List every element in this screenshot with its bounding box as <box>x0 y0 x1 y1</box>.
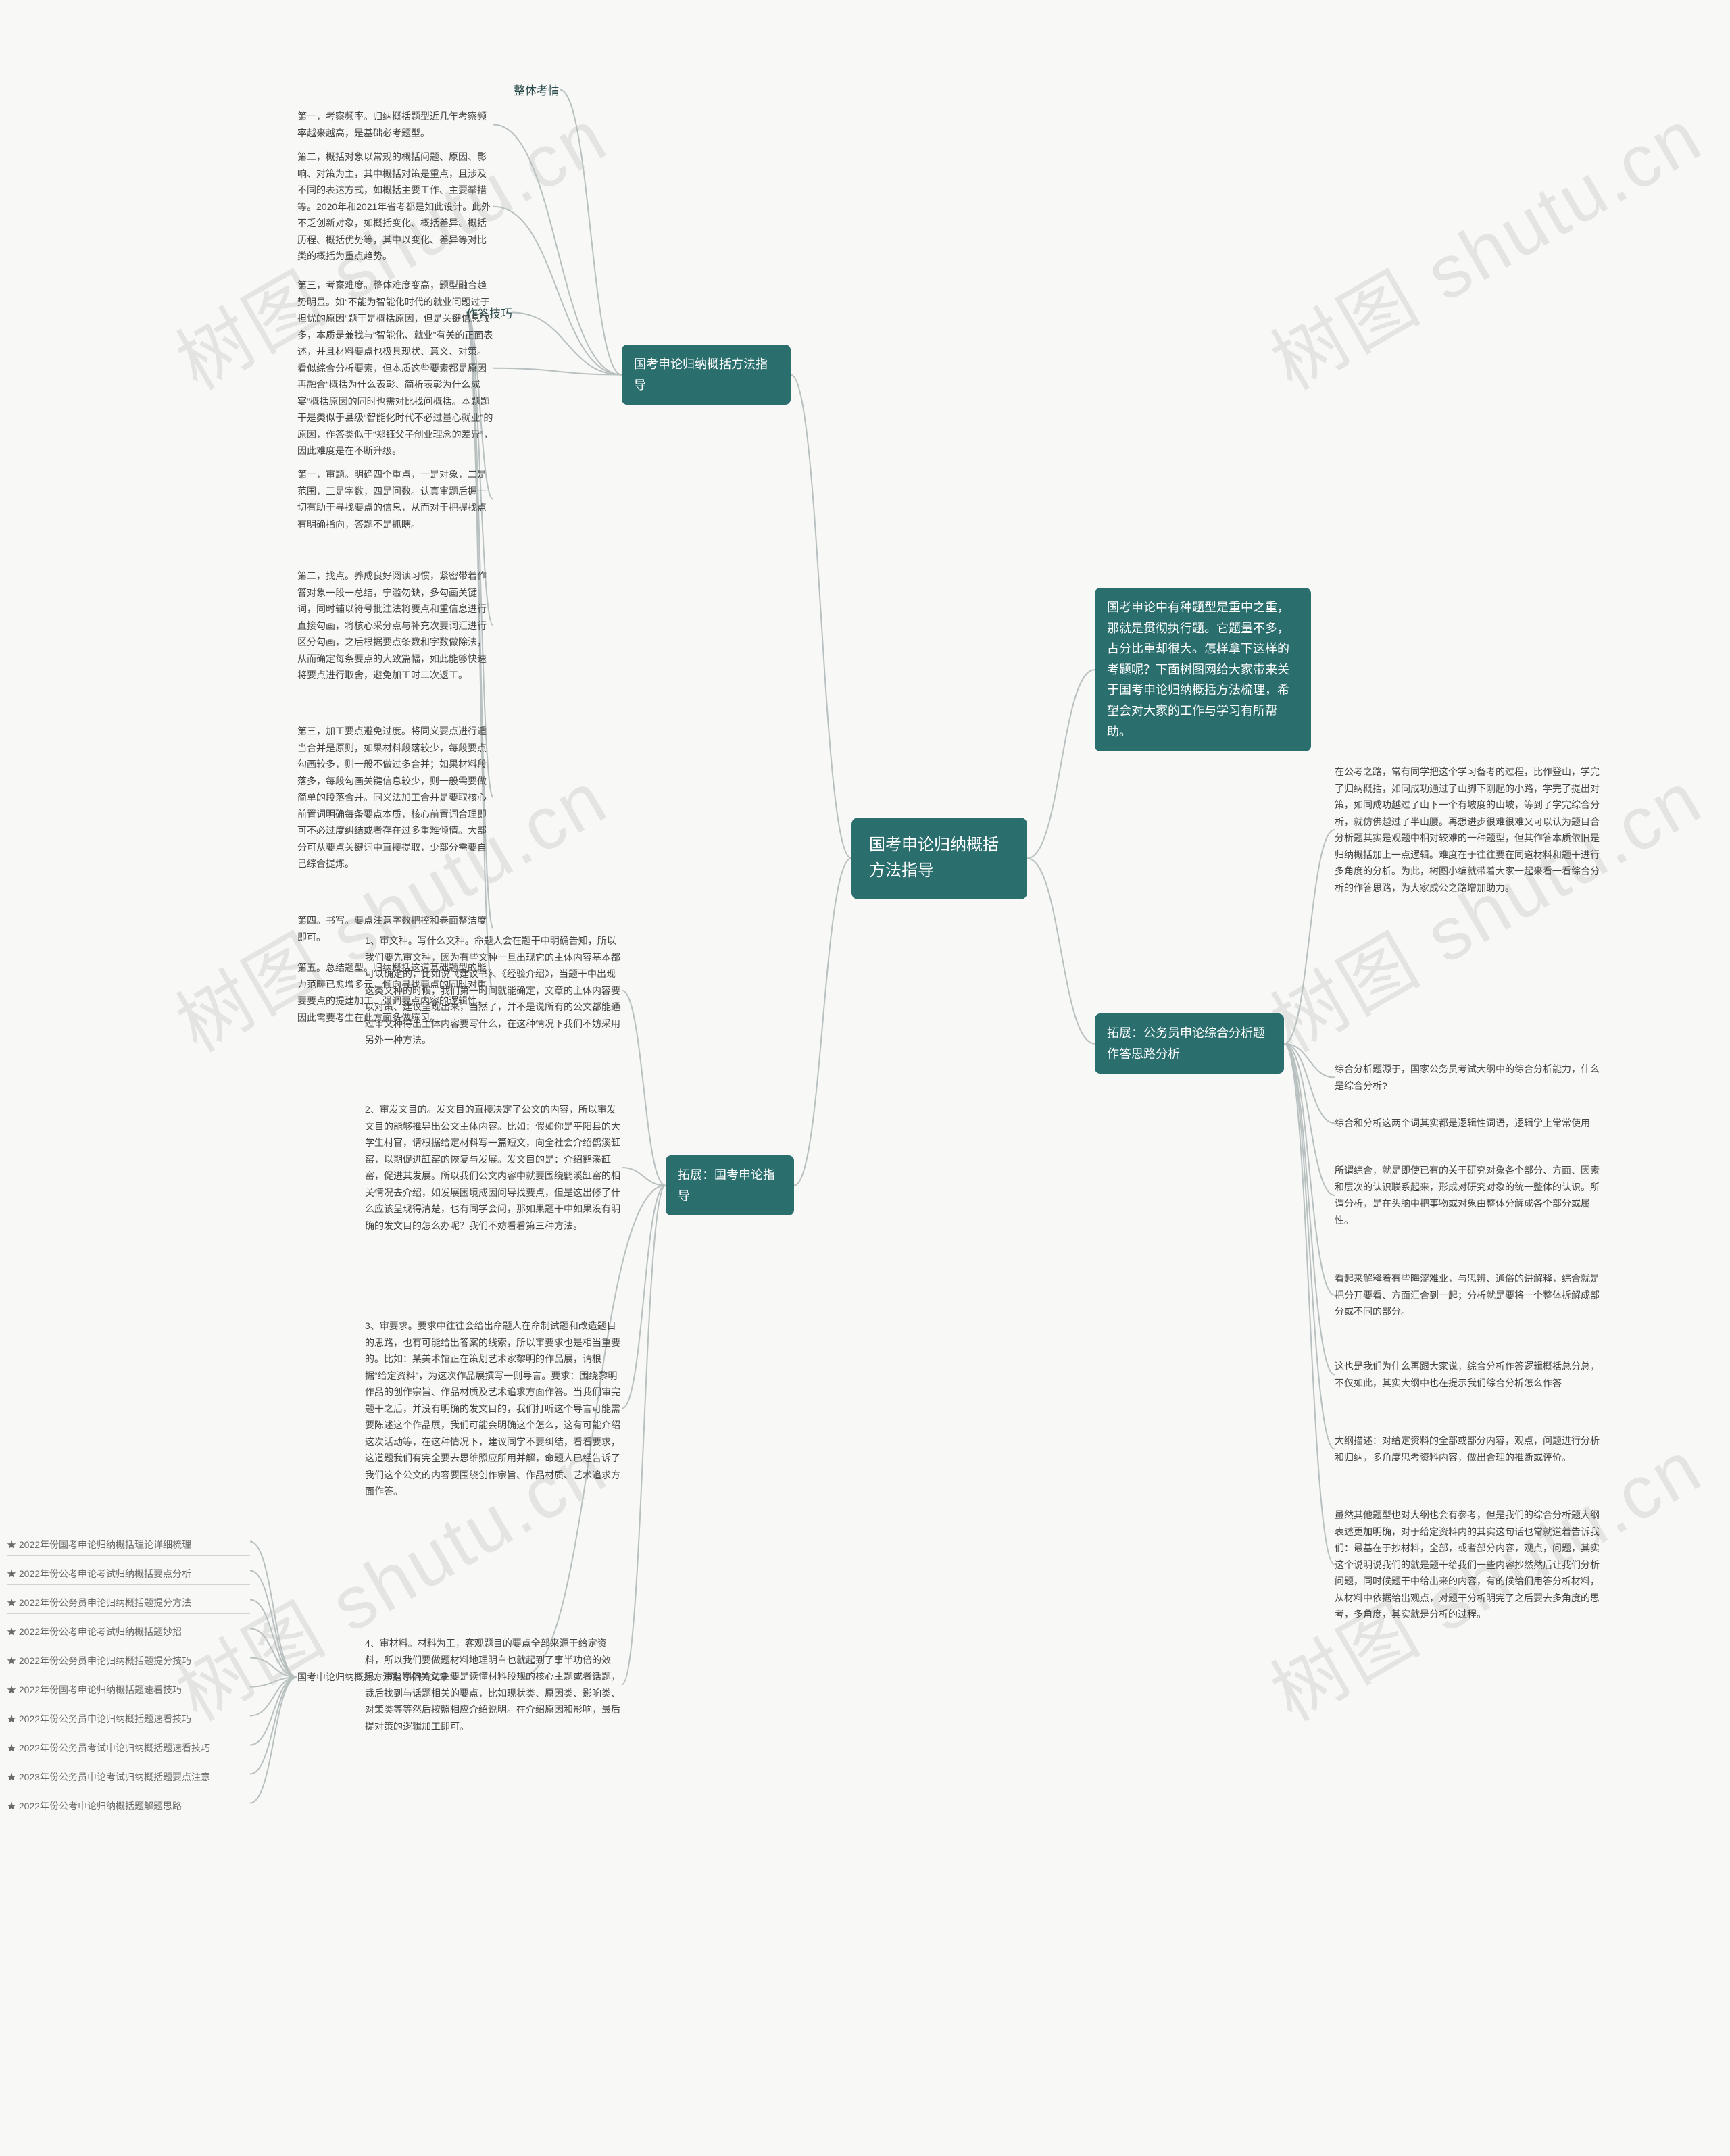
related-links: ★ 2022年份国考申论归纳概括理论详细梳理★ 2022年份公考申论考试归纳概括… <box>7 1527 250 1817</box>
right-item: 看起来解释着有些晦涩难业，与思辨、通俗的讲解释，综合就是把分开要看、方面汇合到一… <box>1335 1270 1605 1320</box>
left-mid-branch-label: 拓展：国考申论指导 <box>678 1168 775 1203</box>
right-branch-label: 拓展：公务员申论综合分析题作答思路分析 <box>1107 1026 1265 1061</box>
left-mid-item: 4、审材料。材料为王，客观题目的要点全部来源于给定资料，所以我们要做题材料地理明… <box>365 1635 622 1734</box>
right-item: 这也是我们为什么再跟大家说，综合分析作答逻辑概括总分总，不仅如此，其实大纲中也在… <box>1335 1358 1605 1391</box>
right-item: 所谓综合，就是即使已有的关于研究对象各个部分、方面、因素和层次的认识联系起来，形… <box>1335 1162 1605 1228</box>
related-link[interactable]: ★ 2022年份公考申论考试归纳概括要点分析 <box>7 1556 250 1585</box>
overall-item: 第二，概括对象以常规的概括问题、原因、影响、对策为主，其中概括对策是重点，且涉及… <box>297 149 493 265</box>
overall-item: 第三，考察难度。整体难度变高，题型融合趋势明显。如“不能为智能化时代的就业问题过… <box>297 277 493 459</box>
root-node: 国考申论归纳概括方法指导 <box>851 818 1027 899</box>
right-item: 综合和分析这两个词其实都是逻辑性词语，逻辑学上常常使用 <box>1335 1115 1605 1132</box>
left-mid-branch-node: 拓展：国考申论指导 <box>666 1155 794 1215</box>
root-title: 国考申论归纳概括方法指导 <box>869 836 999 880</box>
overall-item: 第一，考察频率。归纳概括题型近几年考察频率越来越高，是基础必考题型。 <box>297 108 493 141</box>
related-link[interactable]: ★ 2022年份公务员申论归纳概括题速看技巧 <box>7 1701 250 1730</box>
related-link[interactable]: ★ 2022年份公考申论归纳概括题解题思路 <box>7 1788 250 1817</box>
related-link[interactable]: ★ 2022年份公务员考试申论归纳概括题速看技巧 <box>7 1730 250 1759</box>
related-link[interactable]: ★ 2022年份公务员申论归纳概括题提分方法 <box>7 1585 250 1614</box>
right-item: 综合分析题源于，国家公务员考试大纲中的综合分析能力，什么是综合分析? <box>1335 1061 1605 1094</box>
tips-item: 第三，加工要点避免过度。将同义要点进行适当合并是原则，如果材料段落较少，每段要点… <box>297 723 493 872</box>
right-intro-text: 国考申论中有种题型是重中之重，那就是贯彻执行题。它题量不多，占分比重却很大。怎样… <box>1107 601 1289 738</box>
related-link[interactable]: ★ 2022年份国考申论归纳概括理论详细梳理 <box>7 1527 250 1556</box>
overall-label: 整体考情 <box>514 81 560 98</box>
related-link[interactable]: ★ 2022年份国考申论归纳概括题速看技巧 <box>7 1672 250 1701</box>
right-item: 虽然其他题型也对大纲也会有参考，但是我们的综合分析题大纲表述更加明确，对于给定资… <box>1335 1507 1605 1623</box>
right-item: 大纲描述：对给定资料的全部或部分内容，观点，问题进行分析和归纳，多角度思考资料内… <box>1335 1432 1605 1465</box>
left-top-branch-label: 国考申论归纳概括方法指导 <box>634 357 768 392</box>
right-branch-node: 拓展：公务员申论综合分析题作答思路分析 <box>1095 1013 1284 1074</box>
left-mid-item: 1、审文种。写什么文种。命题人会在题干中明确告知，所以我们要先审文种，因为有些文… <box>365 932 622 1049</box>
left-top-branch-node: 国考申论归纳概括方法指导 <box>622 345 791 405</box>
related-link[interactable]: ★ 2022年份公务员申论归纳概括题提分技巧 <box>7 1643 250 1672</box>
left-mid-item: 2、审发文目的。发文目的直接决定了公文的内容，所以审发文目的能够推导出公文主体内… <box>365 1101 622 1234</box>
right-intro-node: 国考申论中有种题型是重中之重，那就是贯彻执行题。它题量不多，占分比重却很大。怎样… <box>1095 588 1311 751</box>
left-mid-item: 3、审要求。要求中往往会给出命题人在命制试题和改造题目的思路，也有可能给出答案的… <box>365 1318 622 1500</box>
related-link[interactable]: ★ 2023年份公务员申论考试归纳概括题要点注意 <box>7 1759 250 1788</box>
related-link[interactable]: ★ 2022年份公考申论考试归纳概括题妙招 <box>7 1614 250 1643</box>
tips-item: 第二，找点。养成良好阅读习惯，紧密带着作答对象一段一总结，宁滥勿缺，多勾画关键词… <box>297 568 493 684</box>
overall-label-text: 整体考情 <box>514 84 560 97</box>
right-mid-intro: 在公考之路，常有同学把这个学习备考的过程，比作登山，学完了归纳概括，如同成功通过… <box>1335 763 1605 896</box>
right-mid-intro-text: 在公考之路，常有同学把这个学习备考的过程，比作登山，学完了归纳概括，如同成功通过… <box>1335 766 1600 893</box>
tips-item: 第一，审题。明确四个重点，一是对象，二是范围，三是字数，四是问数。认真审题后握一… <box>297 466 493 532</box>
